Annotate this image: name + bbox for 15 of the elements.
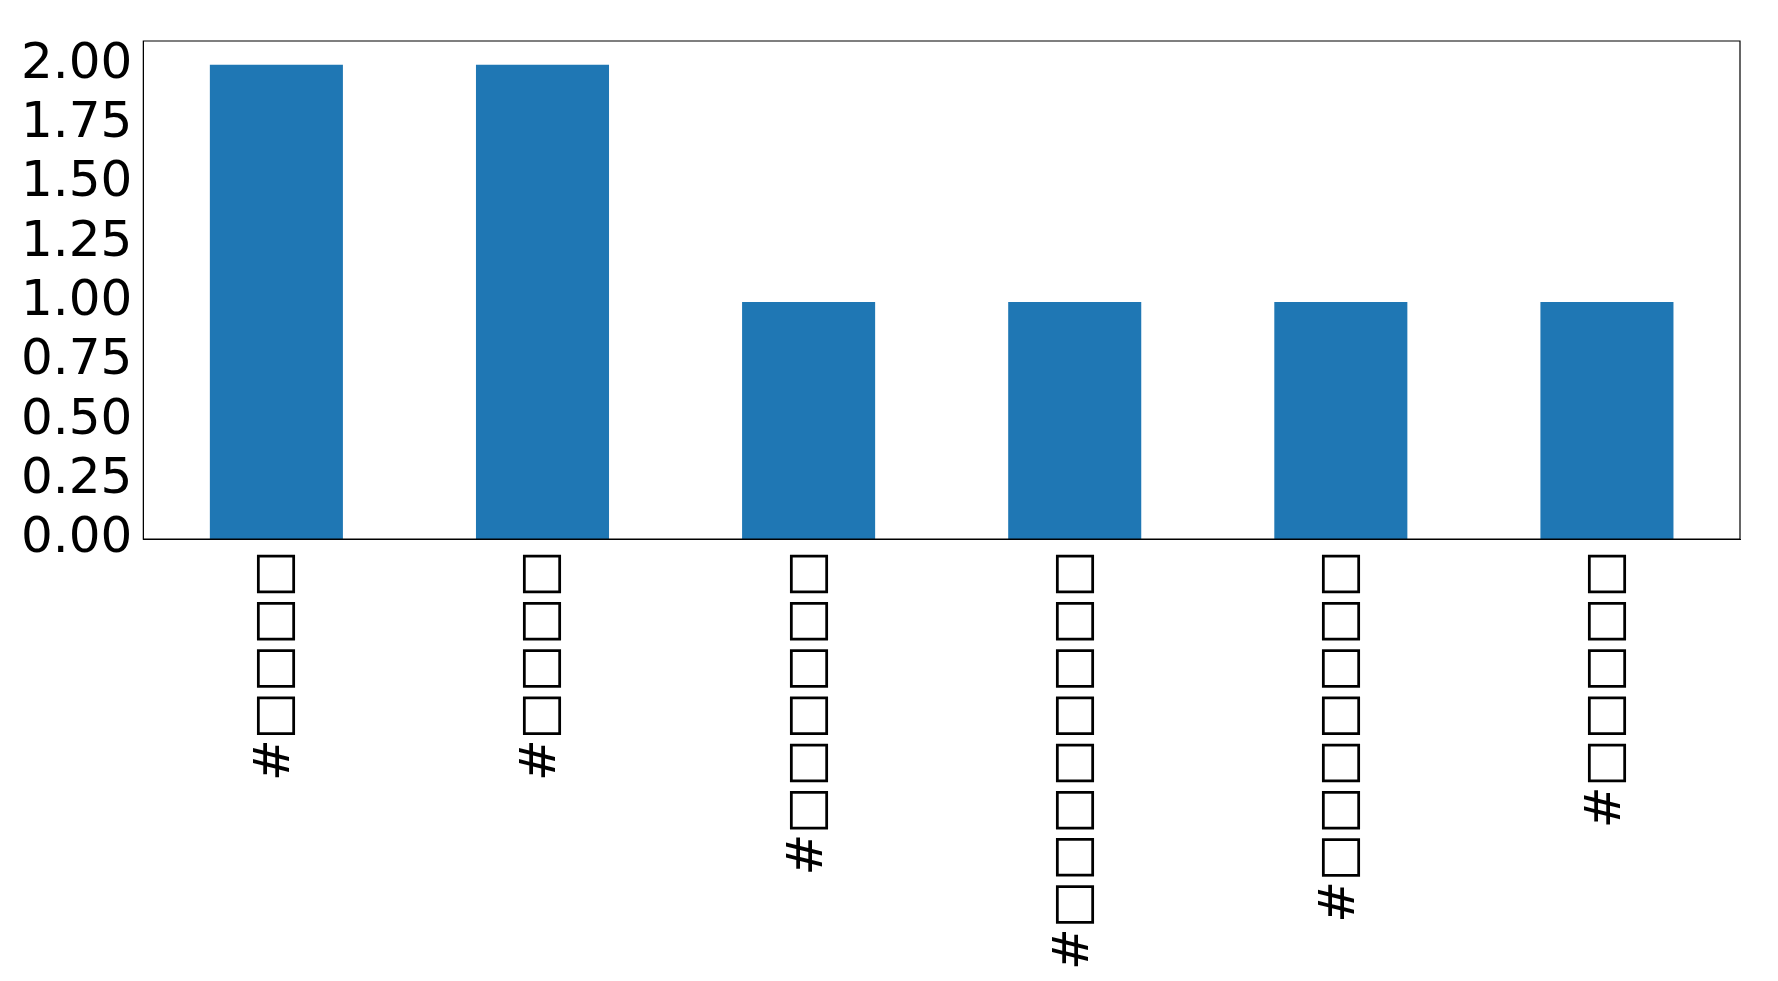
y-tick-label: 0.75: [21, 328, 133, 387]
y-tick-label: 0.25: [21, 446, 133, 505]
y-tick-label: 0.00: [21, 506, 133, 565]
x-tick-label: #□□□□□□□□: [1041, 550, 1100, 970]
x-tick-label: #□□□□□□□: [1307, 550, 1366, 923]
y-tick-label: 0.50: [21, 387, 133, 446]
y-tick-label: 1.50: [21, 150, 133, 209]
y-tick-label: 1.25: [21, 209, 133, 268]
x-tick-label: #□□□□□□: [775, 550, 834, 876]
x-tick-label: #□□□□: [243, 550, 302, 782]
x-tick-label: #□□□□□: [1573, 550, 1632, 829]
y-tick-label: 1.75: [21, 91, 133, 150]
y-tick-label: 1.00: [21, 268, 133, 327]
x-tick-label: #□□□□: [509, 550, 568, 782]
y-tick-label: 2.00: [21, 31, 133, 90]
